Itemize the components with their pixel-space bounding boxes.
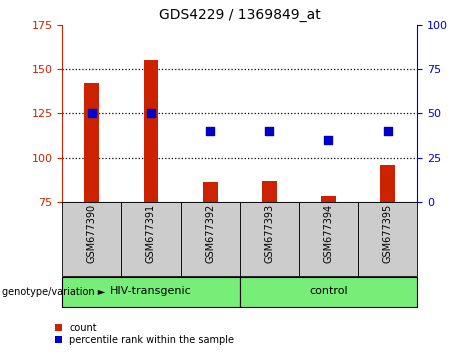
Text: GSM677393: GSM677393 <box>264 204 274 263</box>
Point <box>148 110 155 116</box>
Text: GSM677392: GSM677392 <box>205 204 215 263</box>
Text: control: control <box>309 286 348 296</box>
Legend: count, percentile rank within the sample: count, percentile rank within the sample <box>51 319 238 349</box>
Bar <box>262 181 277 202</box>
Bar <box>181 202 240 276</box>
Bar <box>143 60 159 202</box>
Bar <box>121 202 181 276</box>
Bar <box>62 202 121 276</box>
Text: HIV-transgenic: HIV-transgenic <box>110 286 192 296</box>
Point <box>266 128 273 134</box>
Point <box>384 128 391 134</box>
Text: GSM677394: GSM677394 <box>324 204 333 263</box>
Bar <box>203 182 218 202</box>
Point <box>88 110 95 116</box>
Title: GDS4229 / 1369849_at: GDS4229 / 1369849_at <box>159 8 320 22</box>
Point <box>325 137 332 143</box>
Bar <box>84 83 99 202</box>
Bar <box>380 165 395 202</box>
Bar <box>240 202 299 276</box>
Bar <box>240 277 417 307</box>
Text: GSM677391: GSM677391 <box>146 204 156 263</box>
Text: genotype/variation ►: genotype/variation ► <box>2 287 106 297</box>
Bar <box>321 196 336 202</box>
Text: GSM677390: GSM677390 <box>87 204 97 263</box>
Bar <box>358 202 417 276</box>
Point <box>207 128 214 134</box>
Bar <box>62 277 240 307</box>
Bar <box>299 202 358 276</box>
Text: GSM677395: GSM677395 <box>383 204 393 263</box>
